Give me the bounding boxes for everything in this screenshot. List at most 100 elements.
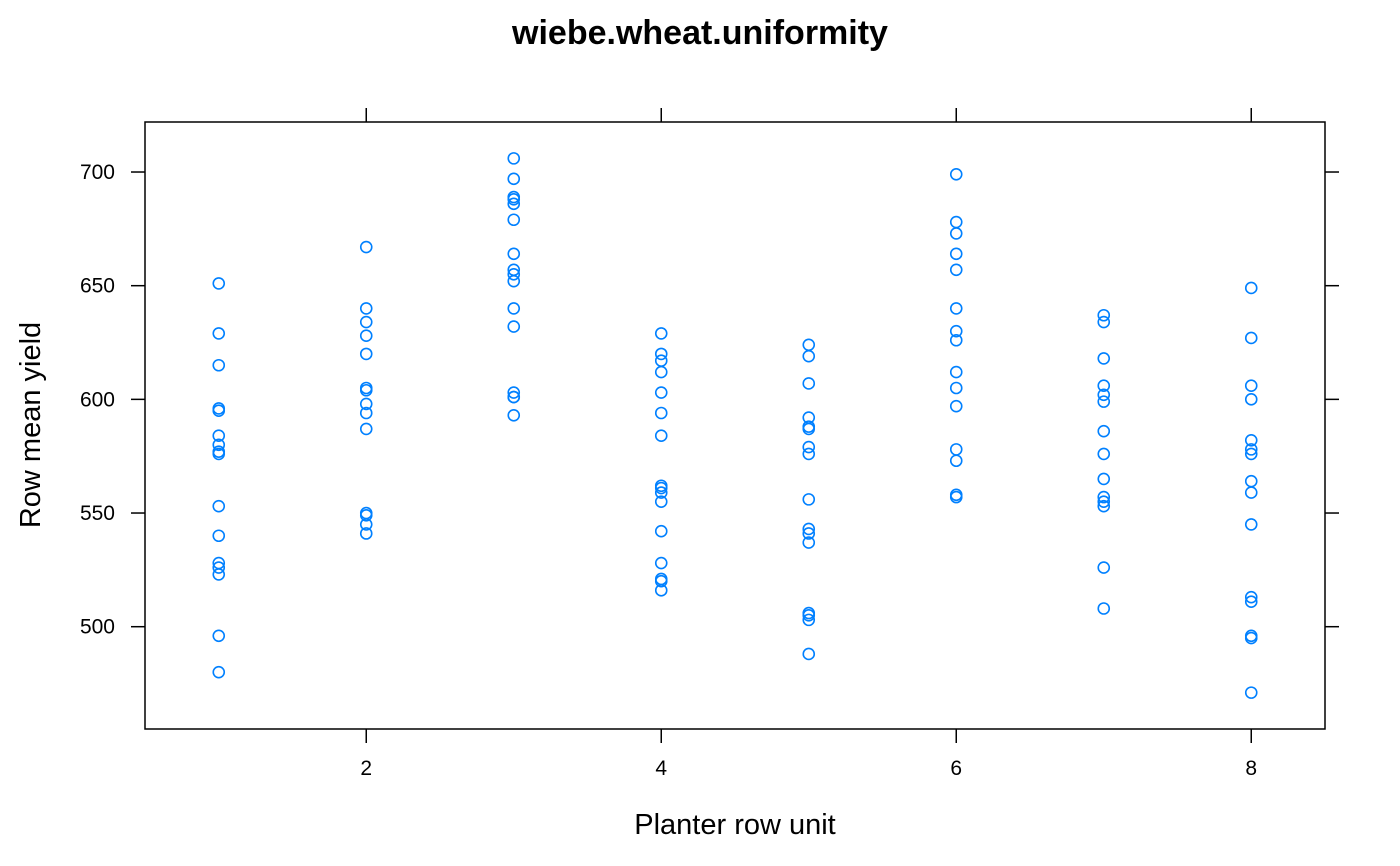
- data-point: [949, 302, 963, 315]
- data-point: [507, 386, 521, 399]
- data-point: [949, 443, 963, 456]
- data-point: [802, 447, 816, 461]
- data-point: [1244, 474, 1258, 488]
- data-point: [802, 349, 816, 363]
- data-point: [1097, 395, 1111, 408]
- data-point: [359, 347, 373, 361]
- data-point: [507, 320, 521, 333]
- data-point: [212, 438, 226, 452]
- data-point: [359, 397, 373, 411]
- data-point: [949, 215, 963, 229]
- data-point: [654, 365, 668, 379]
- data-point: [802, 609, 816, 622]
- data-point: [507, 274, 521, 288]
- data-point: [654, 354, 668, 368]
- data-point: [1097, 495, 1111, 508]
- data-point: [802, 338, 816, 352]
- data-point: [507, 302, 521, 315]
- data-point: [654, 556, 668, 570]
- data-point: [654, 327, 668, 340]
- data-point: [654, 406, 668, 420]
- data-points: [212, 152, 1258, 699]
- axis-ticks: [131, 108, 1339, 743]
- x-tick-label: 8: [1245, 757, 1257, 780]
- y-tick-label: 550: [80, 502, 115, 525]
- data-point: [802, 613, 816, 627]
- x-tick-label: 4: [655, 757, 667, 780]
- data-point: [949, 381, 963, 395]
- data-point: [359, 527, 373, 540]
- data-point: [212, 327, 226, 340]
- data-point: [1097, 308, 1111, 322]
- data-point: [507, 247, 521, 261]
- data-point: [212, 561, 226, 574]
- data-point: [949, 365, 963, 379]
- data-point: [802, 493, 816, 506]
- data-point: [359, 422, 373, 436]
- data-point: [1097, 499, 1111, 513]
- data-point: [507, 213, 521, 227]
- data-point: [359, 240, 373, 254]
- y-tick-label: 700: [80, 161, 115, 184]
- data-point: [802, 377, 816, 390]
- data-point: [949, 333, 963, 347]
- data-point: [1244, 281, 1258, 295]
- data-point: [507, 268, 521, 281]
- data-point: [212, 629, 226, 643]
- data-point: [1244, 486, 1258, 499]
- data-point: [654, 574, 668, 588]
- data-point: [1244, 590, 1258, 604]
- data-point: [654, 495, 668, 508]
- data-point: [654, 584, 668, 597]
- data-point: [654, 481, 668, 495]
- data-point: [359, 302, 373, 315]
- y-axis-label: Row mean yield: [15, 322, 47, 528]
- data-point: [802, 422, 816, 436]
- data-point: [212, 429, 226, 443]
- data-point: [1244, 379, 1258, 393]
- data-point: [949, 247, 963, 261]
- data-point: [1244, 443, 1258, 456]
- data-point: [1244, 393, 1258, 406]
- data-point: [212, 529, 226, 543]
- data-point: [1244, 686, 1258, 699]
- data-point: [1097, 388, 1111, 402]
- data-point: [359, 329, 373, 343]
- data-point: [654, 429, 668, 443]
- data-point: [1244, 331, 1258, 345]
- data-point: [212, 404, 226, 418]
- data-point: [1097, 472, 1111, 486]
- data-point: [359, 406, 373, 420]
- data-point: [507, 152, 521, 165]
- data-point: [949, 454, 963, 468]
- data-point: [1097, 424, 1111, 438]
- data-point: [949, 167, 963, 181]
- data-point: [212, 665, 226, 679]
- x-tick-label: 6: [950, 757, 962, 780]
- data-point: [802, 527, 816, 540]
- y-tick-label: 500: [80, 616, 115, 639]
- data-point: [359, 315, 373, 329]
- data-point: [1097, 379, 1111, 393]
- plot-frame: [144, 121, 1326, 730]
- data-point: [802, 647, 816, 661]
- data-point: [359, 383, 373, 397]
- data-point: [1097, 447, 1111, 461]
- data-point: [1244, 518, 1258, 531]
- data-point: [802, 522, 816, 536]
- chart-title: wiebe.wheat.uniformity: [511, 14, 888, 52]
- data-point: [949, 490, 963, 504]
- y-tick-label: 650: [80, 275, 115, 298]
- y-tick-label: 600: [80, 388, 115, 411]
- x-tick-label: 2: [360, 757, 372, 780]
- data-point: [654, 524, 668, 538]
- data-point: [507, 172, 521, 186]
- data-point: [1244, 595, 1258, 608]
- data-point: [802, 440, 816, 454]
- data-point: [507, 408, 521, 422]
- data-point: [359, 508, 373, 522]
- data-point: [212, 358, 226, 372]
- data-point: [1244, 631, 1258, 645]
- data-point: [212, 499, 226, 513]
